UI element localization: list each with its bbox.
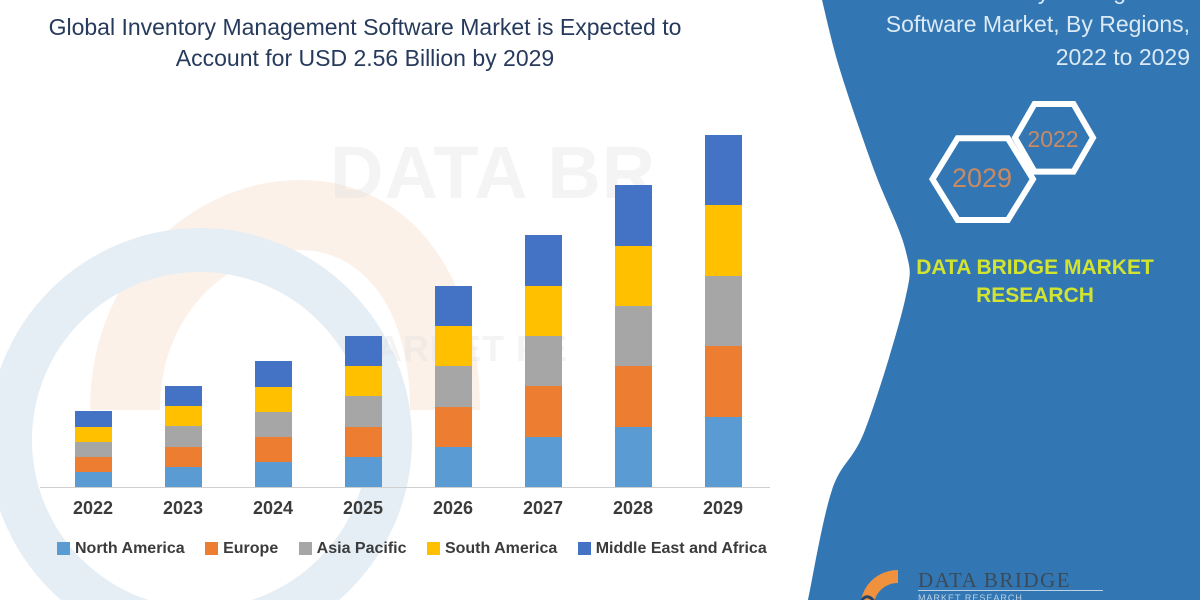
svg-text:2029: 2029	[952, 163, 1012, 193]
svg-text:2022: 2022	[1027, 126, 1078, 152]
